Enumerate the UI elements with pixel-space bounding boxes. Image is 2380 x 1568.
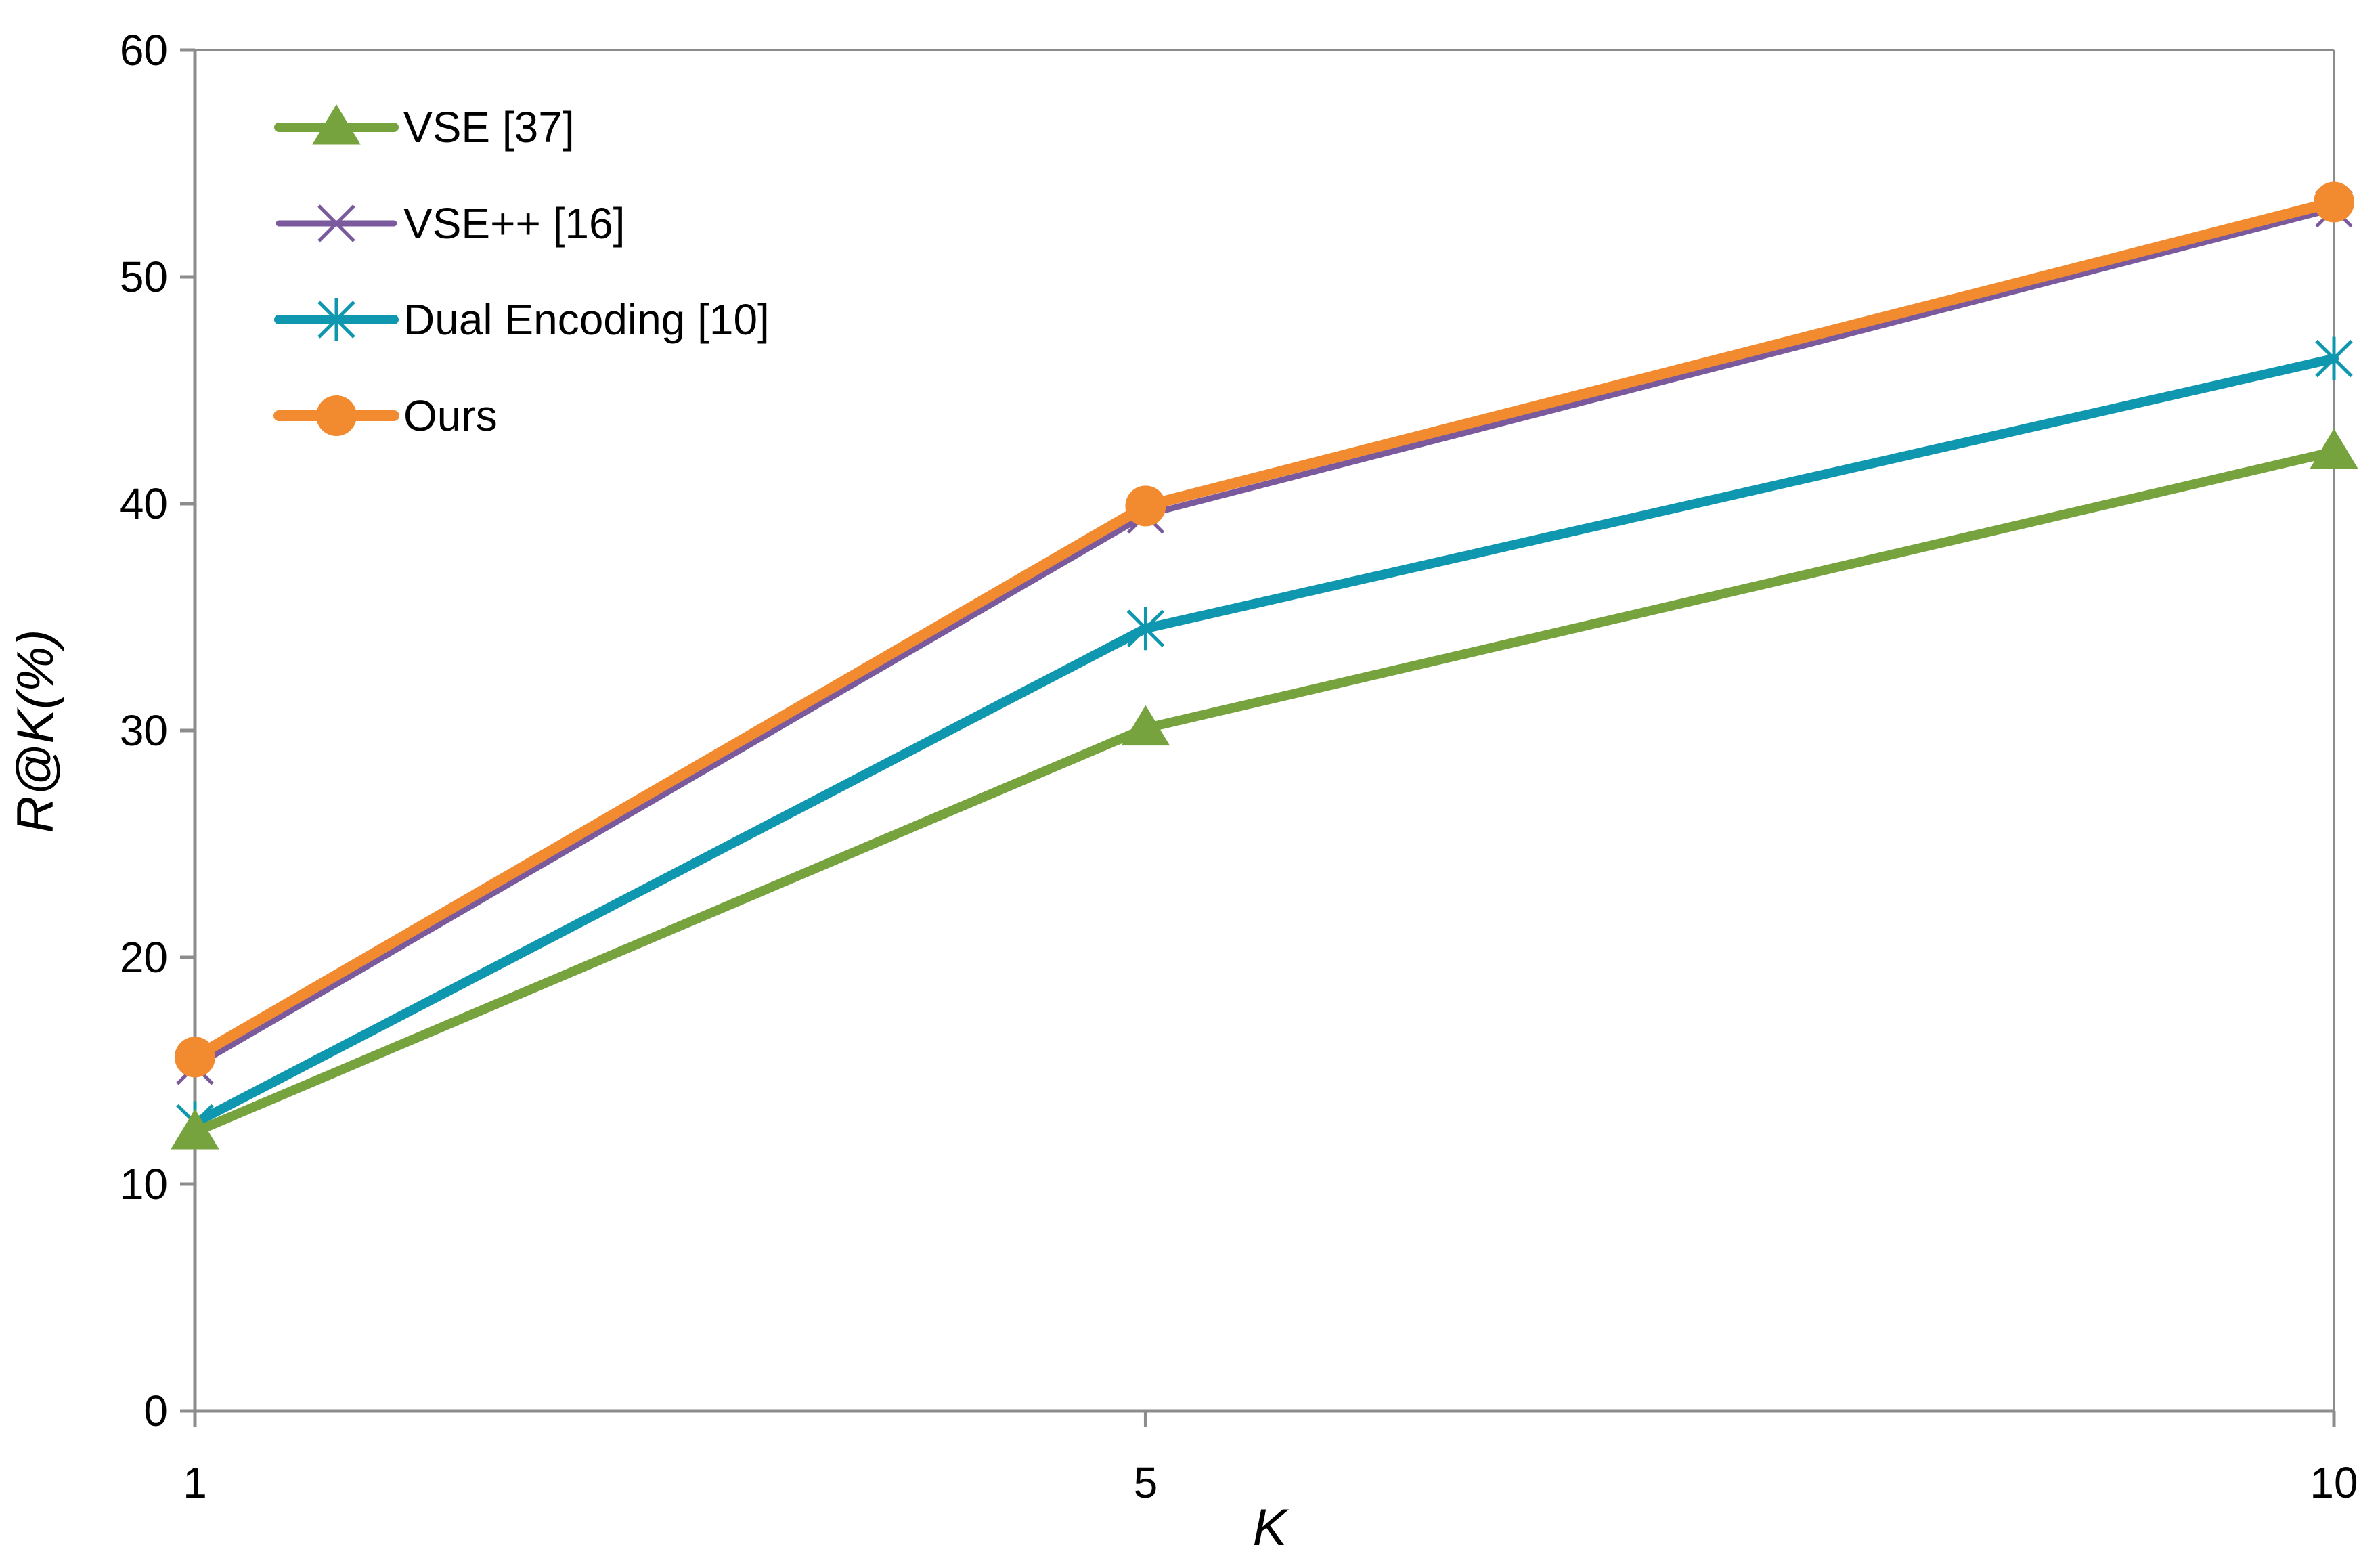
- data-point: [2314, 181, 2354, 223]
- legend: VSE [37] VSE++ [16] Dual Encoding [10] Ours: [273, 103, 770, 440]
- data-point: [1121, 705, 1170, 746]
- data-point: [1125, 485, 1166, 527]
- x-axis: 1 5 10: [183, 1411, 2358, 1507]
- legend-label: VSE [37]: [403, 103, 575, 152]
- legend-label: Dual Encoding [10]: [403, 295, 770, 344]
- data-point: [1126, 607, 1165, 651]
- data-point: [2315, 336, 2353, 380]
- legend-marker: [312, 104, 361, 145]
- y-tick-label: 10: [120, 1160, 168, 1208]
- y-axis-title: R@K(%): [7, 630, 64, 833]
- legend-entry: VSE [37]: [274, 103, 575, 152]
- y-tick-label: 60: [120, 26, 168, 74]
- legend-entry: Dual Encoding [10]: [274, 295, 770, 344]
- data-point: [175, 1037, 215, 1078]
- legend-label: VSE++ [16]: [403, 199, 625, 248]
- legend-marker: [317, 204, 355, 242]
- x-tick-label: 1: [183, 1458, 207, 1507]
- x-tick-label: 5: [1134, 1458, 1158, 1507]
- legend-marker: [317, 298, 355, 341]
- legend-entry: VSE++ [16]: [276, 199, 625, 248]
- series-0: [171, 428, 2358, 1150]
- legend-marker: [316, 395, 357, 436]
- x-axis-title: K: [1253, 1499, 1290, 1556]
- y-axis: 0 10 20 30 40 50 60: [120, 26, 195, 1435]
- y-tick-label: 50: [120, 253, 168, 301]
- y-tick-label: 40: [120, 479, 168, 528]
- series-3: [175, 181, 2354, 1078]
- y-tick-label: 30: [120, 706, 168, 755]
- legend-label: Ours: [403, 391, 498, 440]
- legend-entry: Ours: [273, 391, 498, 440]
- y-tick-label: 20: [120, 933, 168, 982]
- data-point: [171, 1108, 219, 1150]
- series-layer: [171, 181, 2358, 1150]
- data-point: [2310, 428, 2358, 469]
- y-tick-label: 0: [144, 1387, 168, 1435]
- x-tick-label: 10: [2310, 1458, 2358, 1507]
